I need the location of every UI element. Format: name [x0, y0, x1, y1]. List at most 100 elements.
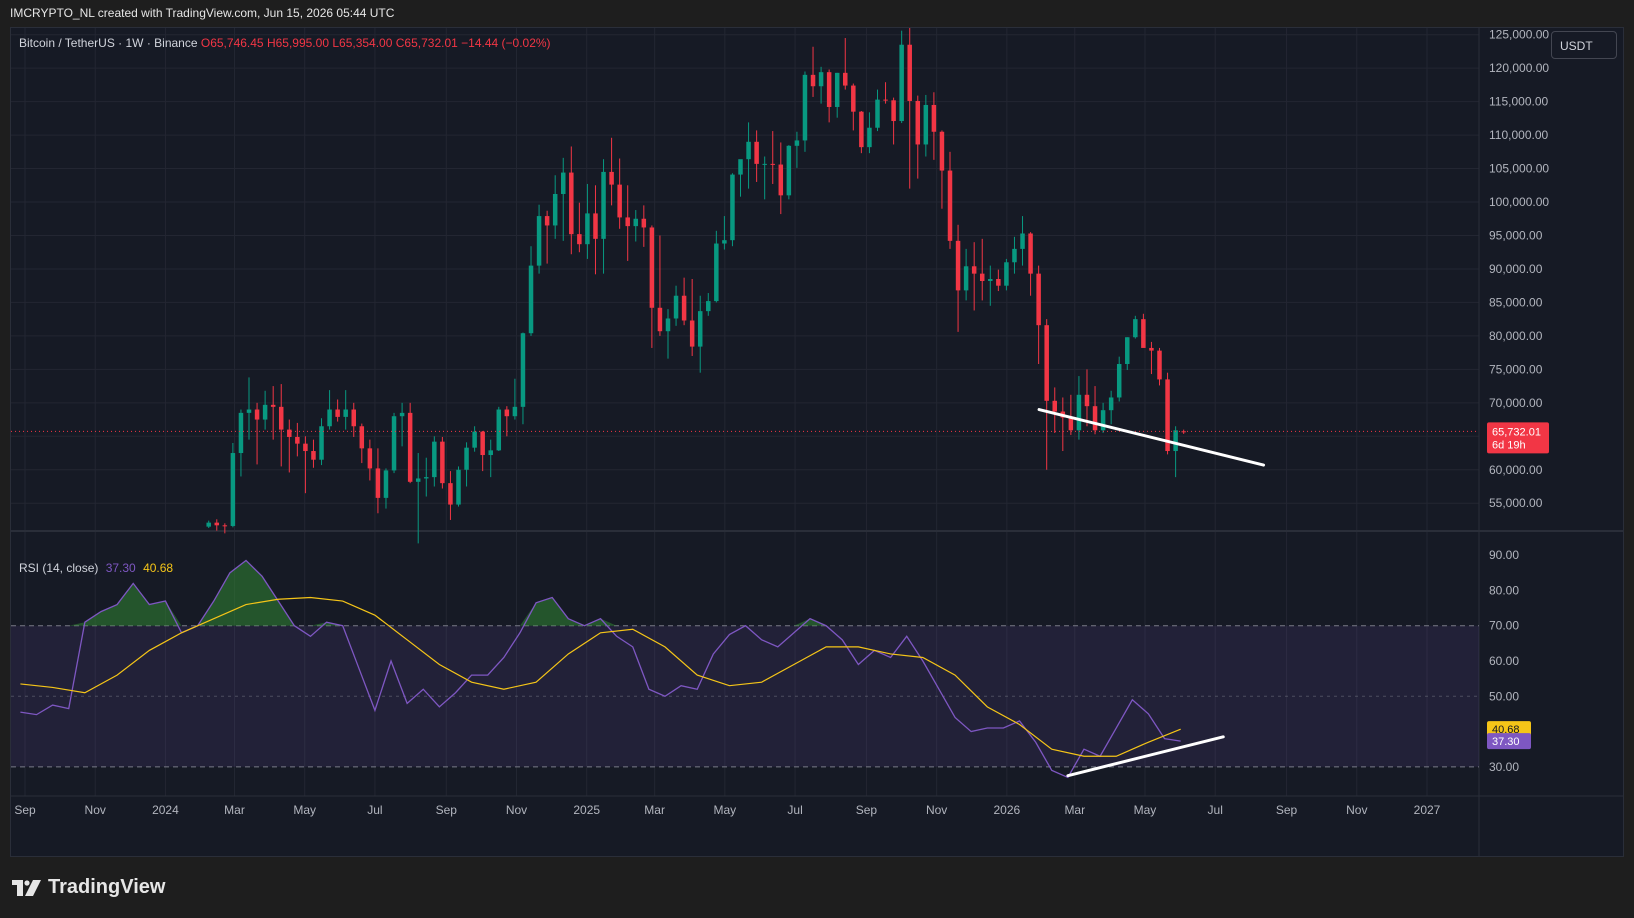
change-value: −14.44 (−0.02%)	[461, 36, 551, 50]
candle-body	[963, 266, 969, 291]
candle-body	[625, 217, 630, 227]
rsi-tick-label: 70.00	[1489, 619, 1519, 633]
open-value: O65,746.45	[200, 36, 264, 50]
rsi-value: 37.30	[105, 561, 136, 575]
candle-body	[770, 163, 775, 165]
candle-body	[633, 218, 639, 227]
candle-body	[311, 451, 316, 460]
candle-body	[955, 240, 961, 291]
candle-body	[947, 170, 953, 241]
price-tick-label: 95,000.00	[1489, 228, 1543, 242]
x-tick-label: Jul	[1208, 803, 1223, 817]
x-tick-label: Sep	[856, 803, 878, 817]
candle-body	[931, 104, 937, 132]
candle-body	[1012, 248, 1017, 263]
candle-body	[1092, 406, 1098, 431]
x-tick-label: Sep	[1276, 803, 1298, 817]
rsi-ma-value: 40.68	[143, 561, 174, 575]
rsi-tick-label: 80.00	[1489, 583, 1519, 597]
candle-body	[802, 74, 808, 141]
candle-body	[988, 279, 993, 282]
candle-body	[794, 140, 800, 146]
candle-body	[327, 409, 332, 427]
price-tick-label: 75,000.00	[1489, 362, 1543, 376]
candle-body	[464, 447, 469, 470]
candle-body	[593, 213, 598, 239]
candle-body	[1044, 325, 1049, 401]
x-tick-label: May	[714, 803, 737, 817]
price-tick-label: 70,000.00	[1489, 396, 1543, 410]
price-tick-label: 55,000.00	[1489, 496, 1543, 510]
candle-body	[657, 307, 663, 332]
candle-body	[351, 409, 357, 427]
candle-body	[996, 279, 1001, 286]
candle-body	[585, 213, 590, 245]
candle-body	[649, 227, 655, 308]
attribution-text: IMCRYPTO_NL created with TradingView.com…	[10, 6, 395, 20]
candle-body	[270, 404, 276, 407]
candle-body	[295, 436, 300, 444]
candle-body	[335, 409, 340, 417]
candle-body	[834, 72, 840, 107]
candle-body	[536, 216, 542, 266]
candle-body	[415, 478, 421, 482]
price-tick-label: 120,000.00	[1489, 61, 1549, 75]
candle-body	[1149, 347, 1154, 351]
candle-body	[560, 172, 566, 194]
x-tick-label: Nov	[1346, 803, 1367, 817]
candle-body	[738, 159, 743, 175]
candle-body	[472, 431, 477, 448]
symbol-name: Bitcoin / TetherUS · 1W · Binance	[19, 36, 198, 50]
tradingview-logo[interactable]: TradingView	[12, 876, 165, 899]
candle-body	[843, 72, 848, 86]
candle-body	[706, 301, 711, 312]
candle-body	[1165, 379, 1170, 452]
chart-panel[interactable]: Sep Nov 2024 Mar May Jul Sep Nov 2025 Mar May Jul Se…	[10, 27, 1624, 857]
candle-body	[359, 426, 365, 449]
candle-body	[1020, 233, 1025, 249]
axis-layer: Sep Nov 2024 Mar May Jul Sep Nov 2025 Mar May Jul Se…	[14, 28, 1549, 817]
candle-body	[319, 426, 324, 460]
rsi-tick-label: 30.00	[1489, 760, 1519, 774]
candle-body	[786, 145, 792, 196]
candle-body	[818, 72, 824, 87]
rsi-trendline	[1066, 735, 1225, 778]
candle-body	[278, 406, 284, 430]
candle-body	[883, 99, 888, 101]
candle-body	[448, 483, 453, 505]
rsi-legend: RSI (14, close) 37.30 40.68	[19, 561, 173, 575]
candle-body	[1116, 364, 1122, 398]
rsi-label: RSI (14, close)	[19, 561, 99, 575]
chart-canvas[interactable]: Sep Nov 2024 Mar May Jul Sep Nov 2025 Mar May Jul Se…	[11, 28, 1624, 857]
candle-body	[238, 412, 244, 454]
candle-body	[875, 99, 880, 128]
tradingview-logo-icon	[12, 879, 41, 896]
low-value: L65,354.00	[332, 36, 393, 50]
candle-body	[810, 74, 816, 87]
x-tick-label: 2024	[152, 803, 179, 817]
candle-body	[432, 441, 437, 478]
x-tick-label: Sep	[14, 803, 36, 817]
candle-body	[246, 409, 252, 413]
candle-body	[826, 72, 832, 107]
candle-body	[287, 429, 292, 437]
candle-body	[528, 265, 534, 334]
currency-button[interactable]: USDT	[1551, 31, 1617, 59]
symbol-legend: Bitcoin / TetherUS · 1W · Binance O65,74…	[19, 36, 551, 50]
rsi-layer	[20, 559, 1181, 779]
x-tick-label: Jul	[367, 803, 382, 817]
candle-body	[617, 184, 622, 218]
candle-body	[407, 412, 413, 482]
candle-body	[496, 409, 502, 451]
candle-body	[673, 295, 679, 319]
price-tick-label: 80,000.00	[1489, 329, 1543, 343]
candle-body	[504, 409, 510, 417]
rsi-tick-label: 90.00	[1489, 548, 1519, 562]
candle-body	[440, 441, 445, 484]
candle-body	[222, 525, 228, 527]
candle-body	[254, 409, 260, 420]
candle-body	[939, 131, 945, 171]
candle-body	[1157, 350, 1162, 380]
candle-body	[303, 443, 308, 452]
